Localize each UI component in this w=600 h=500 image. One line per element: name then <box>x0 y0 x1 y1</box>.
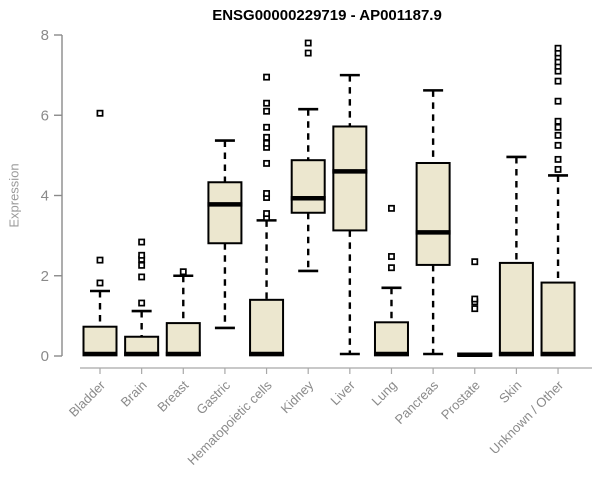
outlier-point <box>263 190 271 197</box>
x-tick-label: Liver <box>327 377 358 408</box>
outlier-point <box>263 139 271 147</box>
box-rect <box>540 281 576 357</box>
outlier-point <box>263 107 271 115</box>
box-rect <box>207 181 243 245</box>
x-tick-label: Breast <box>154 377 191 414</box>
outlier-point <box>96 256 104 264</box>
outlier-point <box>263 159 271 167</box>
box-rect <box>82 325 118 357</box>
outlier-point <box>471 305 479 313</box>
outlier-point <box>554 123 562 131</box>
outlier-point <box>554 165 562 173</box>
outlier-point <box>471 295 479 303</box>
outlier-point <box>554 44 562 52</box>
box-rect <box>373 321 409 357</box>
box-rect <box>415 161 451 266</box>
outlier-point <box>304 49 312 57</box>
box-rect <box>249 298 285 357</box>
x-tick-label: Lung <box>369 378 400 409</box>
x-tick-label: Kidney <box>278 377 317 416</box>
x-tick-label: Gastric <box>193 377 233 417</box>
x-tick-label: Pancreas <box>392 377 442 427</box>
outlier-point <box>138 299 146 307</box>
outlier-point <box>263 123 271 131</box>
x-tick-label: Unknown / Other <box>487 377 567 457</box>
outlier-point <box>388 253 395 260</box>
box-rect <box>290 159 326 214</box>
y-tick-label: 8 <box>41 27 49 44</box>
outlier-point <box>138 238 146 246</box>
outlier-point <box>263 73 271 81</box>
box-rect <box>165 322 201 357</box>
outlier-point <box>263 133 271 141</box>
y-tick-label: 0 <box>41 348 49 365</box>
x-tick-label: Bladder <box>66 377 109 420</box>
outlier-point <box>138 261 146 269</box>
outlier-point <box>179 268 187 276</box>
box-rect <box>498 261 534 357</box>
outlier-point <box>304 39 312 47</box>
y-tick-label: 4 <box>41 188 49 205</box>
outlier-point <box>471 258 479 266</box>
outlier-point <box>388 204 395 212</box>
x-tick-label: Skin <box>496 378 524 406</box>
outlier-point <box>554 155 562 163</box>
outlier-point <box>263 210 271 218</box>
outlier-point <box>554 141 562 149</box>
outlier-point <box>554 97 562 105</box>
outlier-point <box>388 264 395 272</box>
outlier-point <box>554 117 562 125</box>
x-tick-label: Brain <box>118 378 150 410</box>
outlier-point <box>96 279 104 287</box>
outlier-point <box>554 77 562 85</box>
y-tick-label: 2 <box>41 268 49 285</box>
chart-title: ENSG00000229719 - AP001187.9 <box>212 7 442 24</box>
outlier-point <box>96 109 104 117</box>
x-tick-label: Prostate <box>438 378 483 423</box>
y-tick-label: 6 <box>41 107 49 124</box>
outlier-point <box>138 273 146 281</box>
box-rect <box>332 125 368 232</box>
outlier-point <box>138 251 146 259</box>
outlier-point <box>554 131 562 139</box>
outlier-point <box>263 99 271 107</box>
